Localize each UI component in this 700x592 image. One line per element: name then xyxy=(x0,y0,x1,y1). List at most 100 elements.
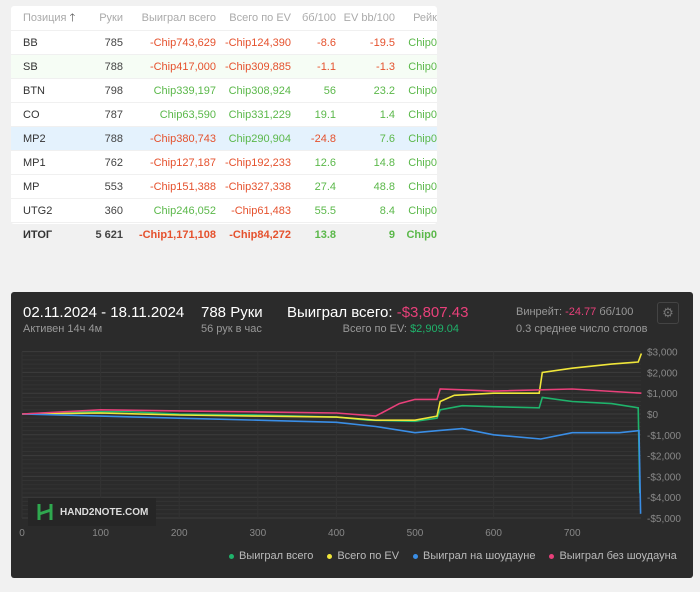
active-time: Активен 14ч 4м xyxy=(23,323,103,335)
table-cell: 23.2 xyxy=(373,84,395,97)
table-cell: 12.6 xyxy=(314,156,336,169)
table-cell: -1.1 xyxy=(317,60,336,73)
table-cell: -1.3 xyxy=(376,60,395,73)
column-header[interactable]: Всего по EV xyxy=(229,12,291,24)
x-tick-label: 200 xyxy=(171,528,188,539)
table-total-row[interactable]: ИТОГ 5 621 -Chip1,171,108 -Chip84,272 13.8 9 C… xyxy=(11,222,437,246)
table-row[interactable]: BTN 798 Chip339,197 Chip308,924 56 23.2 Chip0 xyxy=(11,78,437,102)
table-cell: BTN xyxy=(23,84,45,97)
table-cell: -Chip124,390 xyxy=(224,36,291,49)
legend-label: Выиграл без шоудауна xyxy=(559,550,677,562)
table-cell: 48.8 xyxy=(373,180,395,193)
legend-label: Выиграл на шоудауне xyxy=(423,550,536,562)
x-tick-label: 700 xyxy=(564,528,581,539)
table-cell: 13.8 xyxy=(314,228,336,241)
y-tick-label: -$3,000 xyxy=(647,472,681,483)
y-tick-label: $1,000 xyxy=(647,389,678,400)
ev-value: $2,909.04 xyxy=(410,323,459,335)
y-tick-label: $0 xyxy=(647,410,659,421)
column-header[interactable]: Выиграл всего xyxy=(141,12,216,24)
table-cell: CO xyxy=(23,108,40,121)
series-line xyxy=(21,353,643,421)
table-cell: -Chip417,000 xyxy=(149,60,216,73)
winrate-unit: бб/100 xyxy=(599,306,634,318)
table-cell: 9 xyxy=(388,228,395,241)
x-tick-label: 500 xyxy=(407,528,424,539)
table-row[interactable]: BB 785 -Chip743,629 -Chip124,390 -8.6 -19.5 Ch… xyxy=(11,30,437,54)
column-header[interactable]: бб/100 xyxy=(301,12,336,24)
table-cell: 788 xyxy=(104,132,123,145)
table-cell: -Chip151,388 xyxy=(149,180,216,193)
table-cell: MP2 xyxy=(23,132,46,145)
date-range[interactable]: 02.11.2024 - 18.11.2024 xyxy=(23,304,185,321)
table-cell: Chip0 xyxy=(406,228,437,241)
avg-tables: 0.3 среднее число столов xyxy=(516,323,648,335)
hand2note-logo-icon xyxy=(37,504,53,520)
table-cell: Chip0 xyxy=(408,60,437,73)
watermark-text: HAND2NOTE.COM xyxy=(60,506,149,518)
y-tick-label: -$1,000 xyxy=(647,431,681,442)
x-tick-label: 600 xyxy=(485,528,502,539)
legend-item[interactable]: Выиграл на шоудауне xyxy=(413,550,535,562)
legend-item[interactable]: Выиграл всего xyxy=(229,550,313,562)
table-cell: 360 xyxy=(104,204,123,217)
table-row[interactable]: MP2 788 -Chip380,743 Chip290,904 -24.8 7.6 Chi… xyxy=(11,126,437,150)
table-cell: -Chip327,338 xyxy=(224,180,291,193)
legend-label: Выиграл всего xyxy=(239,550,314,562)
profit-chart: $3,000 $2,000 $1,000 $0 -$1,000 -$2,000 -$3,00… xyxy=(19,348,681,539)
table-cell: 787 xyxy=(104,108,123,121)
table-cell: 798 xyxy=(104,84,123,97)
legend-dot-icon xyxy=(549,553,555,559)
table-cell: 8.4 xyxy=(379,204,395,217)
table-row[interactable]: SB 788 -Chip417,000 -Chip309,885 -1.1 -1.3 Chi… xyxy=(11,54,437,78)
table-row[interactable]: MP1 762 -Chip127,187 -Chip192,233 12.6 14.8 Ch… xyxy=(11,150,437,174)
table-cell: UTG2 xyxy=(23,204,53,217)
table-cell: Chip0 xyxy=(408,156,437,169)
legend-item[interactable]: Всего по EV xyxy=(327,550,399,562)
column-header[interactable]: Рейк xyxy=(413,12,437,24)
x-tick-label: 300 xyxy=(249,528,266,539)
hand2note-watermark: HAND2NOTE.COM xyxy=(28,498,157,526)
table-cell: 27.4 xyxy=(314,180,336,193)
series-line xyxy=(21,413,642,514)
table-cell: 1.4 xyxy=(379,108,395,121)
sort-arrow-up-icon[interactable]: 🡑 xyxy=(66,11,76,24)
won-value: -$3,807.43 xyxy=(396,304,469,321)
x-tick-label: 0 xyxy=(19,528,25,539)
table-cell: Chip0 xyxy=(408,204,437,217)
table-cell: 19.1 xyxy=(314,108,336,121)
table-cell: 5 621 xyxy=(95,228,123,241)
table-cell: 7.6 xyxy=(379,132,395,145)
table-header[interactable]: Позиция 🡑 Руки Выиграл всего Всего по EV бб/… xyxy=(11,6,437,30)
table-row[interactable]: CO 787 Chip63,590 Chip331,229 19.1 1.4 Chip0 xyxy=(11,102,437,126)
table-cell: Chip290,904 xyxy=(228,132,291,145)
settings-gear-icon[interactable]: ⚙ xyxy=(657,302,679,324)
table-cell: Chip0 xyxy=(408,180,437,193)
column-header[interactable]: Руки xyxy=(99,12,123,24)
table-cell: Chip308,924 xyxy=(228,84,291,97)
table-cell: -Chip192,233 xyxy=(224,156,291,169)
table-cell: 55.5 xyxy=(314,204,336,217)
legend-dot-icon xyxy=(327,553,333,559)
table-cell: -Chip309,885 xyxy=(224,60,291,73)
table-row[interactable]: UTG2 360 Chip246,052 -Chip61,483 55.5 8.4 Chip… xyxy=(11,198,437,222)
column-header[interactable]: EV bb/100 xyxy=(343,12,395,24)
legend-dot-icon xyxy=(413,553,419,559)
won-label: Выиграл всего: xyxy=(287,304,393,321)
y-tick-label: -$2,000 xyxy=(647,452,681,463)
hands-per-hour: 56 рук в час xyxy=(201,323,262,335)
table-cell: -24.8 xyxy=(310,132,336,145)
table-cell: -8.6 xyxy=(317,36,336,49)
legend-label: Всего по EV xyxy=(337,550,400,562)
table-row[interactable]: MP 553 -Chip151,388 -Chip327,338 27.4 48.8 Chi… xyxy=(11,174,437,198)
column-header[interactable]: Позиция 🡑 xyxy=(23,11,76,24)
table-cell: 785 xyxy=(104,36,123,49)
table-cell: 14.8 xyxy=(373,156,395,169)
table-cell: Chip0 xyxy=(408,132,437,145)
table-cell: Chip246,052 xyxy=(153,204,216,217)
ev-label: Всего по EV: xyxy=(342,323,407,335)
legend-dot-icon xyxy=(229,553,234,559)
y-tick-label: -$5,000 xyxy=(647,514,681,525)
legend-item[interactable]: Выиграл без шоудауна xyxy=(549,550,677,562)
table-cell: MP xyxy=(23,180,40,193)
